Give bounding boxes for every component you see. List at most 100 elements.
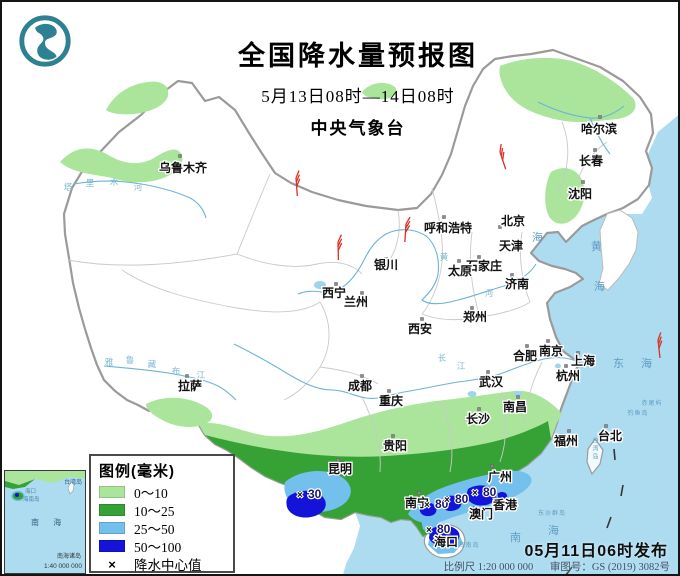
city-label: 郑州 [463, 309, 487, 324]
korea-peninsula [598, 209, 639, 291]
legend-item: 10～25 [99, 501, 225, 519]
taiwan-island [586, 437, 604, 476]
legend-item-label: 0～10 [134, 486, 168, 501]
precip-center-x-icon: × [444, 495, 450, 506]
legend-item-label: 50～100 [134, 540, 182, 555]
legend-item: 25～50 [99, 519, 225, 537]
inset-sea-label: 南 海 [31, 518, 68, 527]
river-label: 江 [197, 370, 206, 380]
city-label: 银川 [374, 257, 398, 272]
legend-swatch [99, 522, 125, 534]
legend-item-label: 10～25 [134, 504, 175, 519]
sea-label: 东 [613, 357, 625, 370]
lakes [314, 281, 561, 397]
precip-center-value: 80 [437, 522, 451, 536]
precip-centers-layer: × 30× 80× 80 × 80× 80 [296, 484, 498, 537]
river-label: 黄 [440, 252, 449, 262]
dragon-swirl-icon [35, 23, 57, 60]
city-dot [576, 351, 580, 355]
city-dot [598, 115, 602, 119]
sea-label: 海 [548, 523, 560, 537]
sea-label: 海 [641, 356, 653, 370]
sea-label: 黄 [591, 239, 603, 253]
legend-item: 50～100 [99, 537, 225, 555]
precip-center-value: 80 [435, 497, 449, 511]
map-period: 5月13日08时—14日08时 [261, 87, 455, 106]
city-dot [334, 282, 338, 286]
city-dot [417, 491, 421, 495]
river-label: 鲁 [126, 355, 135, 365]
city-dot [420, 317, 424, 321]
river-label: 河 [134, 182, 143, 192]
city-dot [593, 148, 597, 152]
legend-swatch [99, 504, 125, 516]
city-dot [442, 215, 446, 219]
city-dot [360, 291, 364, 295]
rain-0-10-patches [60, 57, 636, 427]
city-label: 乌鲁木齐 [159, 160, 208, 175]
sea-label: 台湾岛 [591, 436, 598, 461]
precip-center-x-icon: × [472, 488, 478, 499]
city-label: 南京 [539, 343, 563, 358]
city-dot [567, 429, 571, 433]
city-dot [477, 255, 481, 259]
sea-label: 海南岛 [458, 541, 479, 549]
city-label: 兰州 [344, 294, 368, 309]
sea-label: 海 [594, 279, 606, 293]
city-dot [493, 497, 497, 501]
city-label: 西宁 [322, 285, 346, 300]
inset-scale-label: 1:40 000 000 [44, 563, 82, 570]
map-credits: 比例尺 1:20 000 000 审图号：GS (2019) 3082号 [430, 559, 670, 574]
city-label: 哈尔滨 [581, 121, 617, 136]
city-label: 北京 [501, 213, 525, 228]
cma-logo [19, 15, 71, 67]
city-label: 沈阳 [568, 186, 592, 201]
city-label: 杭州 [556, 368, 580, 383]
city-dot [470, 306, 474, 310]
rivers [73, 101, 625, 401]
rain-50-100-blobs [286, 485, 508, 547]
legend-rows: 0～10 10～25 25～50 50～100 [99, 483, 225, 555]
river-label: 塔 [64, 182, 73, 192]
river-label: 河 [485, 288, 494, 298]
city-label: 重庆 [379, 393, 403, 408]
city-dot [564, 364, 568, 368]
city-label: 济南 [505, 276, 529, 291]
city-label: 长春 [579, 153, 604, 168]
city-label: 呼和浩特 [424, 220, 472, 235]
city-dot [510, 273, 514, 277]
sea-label: 钓鱼岛 [627, 409, 648, 417]
inset-taiwan-label: 台湾岛 [63, 480, 82, 486]
city-dot [360, 374, 364, 378]
south-china-sea-inset: 海口 海南岛 台湾岛 南 海 南海诸岛 1:40 000 000 [4, 470, 86, 574]
inset-islands-label: 南海诸岛 [56, 554, 81, 560]
city-dot [473, 506, 477, 510]
legend-item: 0～10 [99, 483, 225, 501]
city-dot [516, 395, 520, 399]
city-label: 台北 [598, 428, 622, 443]
map-agency: 中央气象台 [310, 119, 406, 138]
legend-marker-row: × 降水中心值 [99, 555, 225, 574]
city-label: 南宁 [405, 495, 429, 510]
svg-text:海南岛: 海南岛 [23, 495, 40, 503]
issue-time: 05月11日06时发布 [524, 543, 668, 560]
sea-label: 东沙群岛 [538, 509, 566, 517]
city-dot [525, 344, 529, 348]
river-labels-layer: 塔里木河黄河长江雅鲁藏布江 [64, 177, 494, 380]
city-label: 海口 [434, 534, 458, 549]
city-dot [477, 407, 481, 411]
map-approval: 审图号：GS (2019) 3082号 [549, 562, 670, 573]
city-label: 西安 [408, 321, 432, 336]
legend-item-label: 25～50 [134, 522, 175, 537]
city-label: 石家庄 [465, 258, 502, 273]
city-label: 贵阳 [383, 438, 407, 453]
title-block: 全国降水量预报图 5月13日08时—14日08时 中央气象台 [180, 34, 536, 139]
river-label: 雅 [105, 357, 114, 367]
city-dot [178, 154, 182, 158]
city-label: 拉萨 [178, 378, 202, 393]
precip-center-value: 80 [483, 485, 497, 499]
city-label: 长沙 [466, 411, 490, 426]
